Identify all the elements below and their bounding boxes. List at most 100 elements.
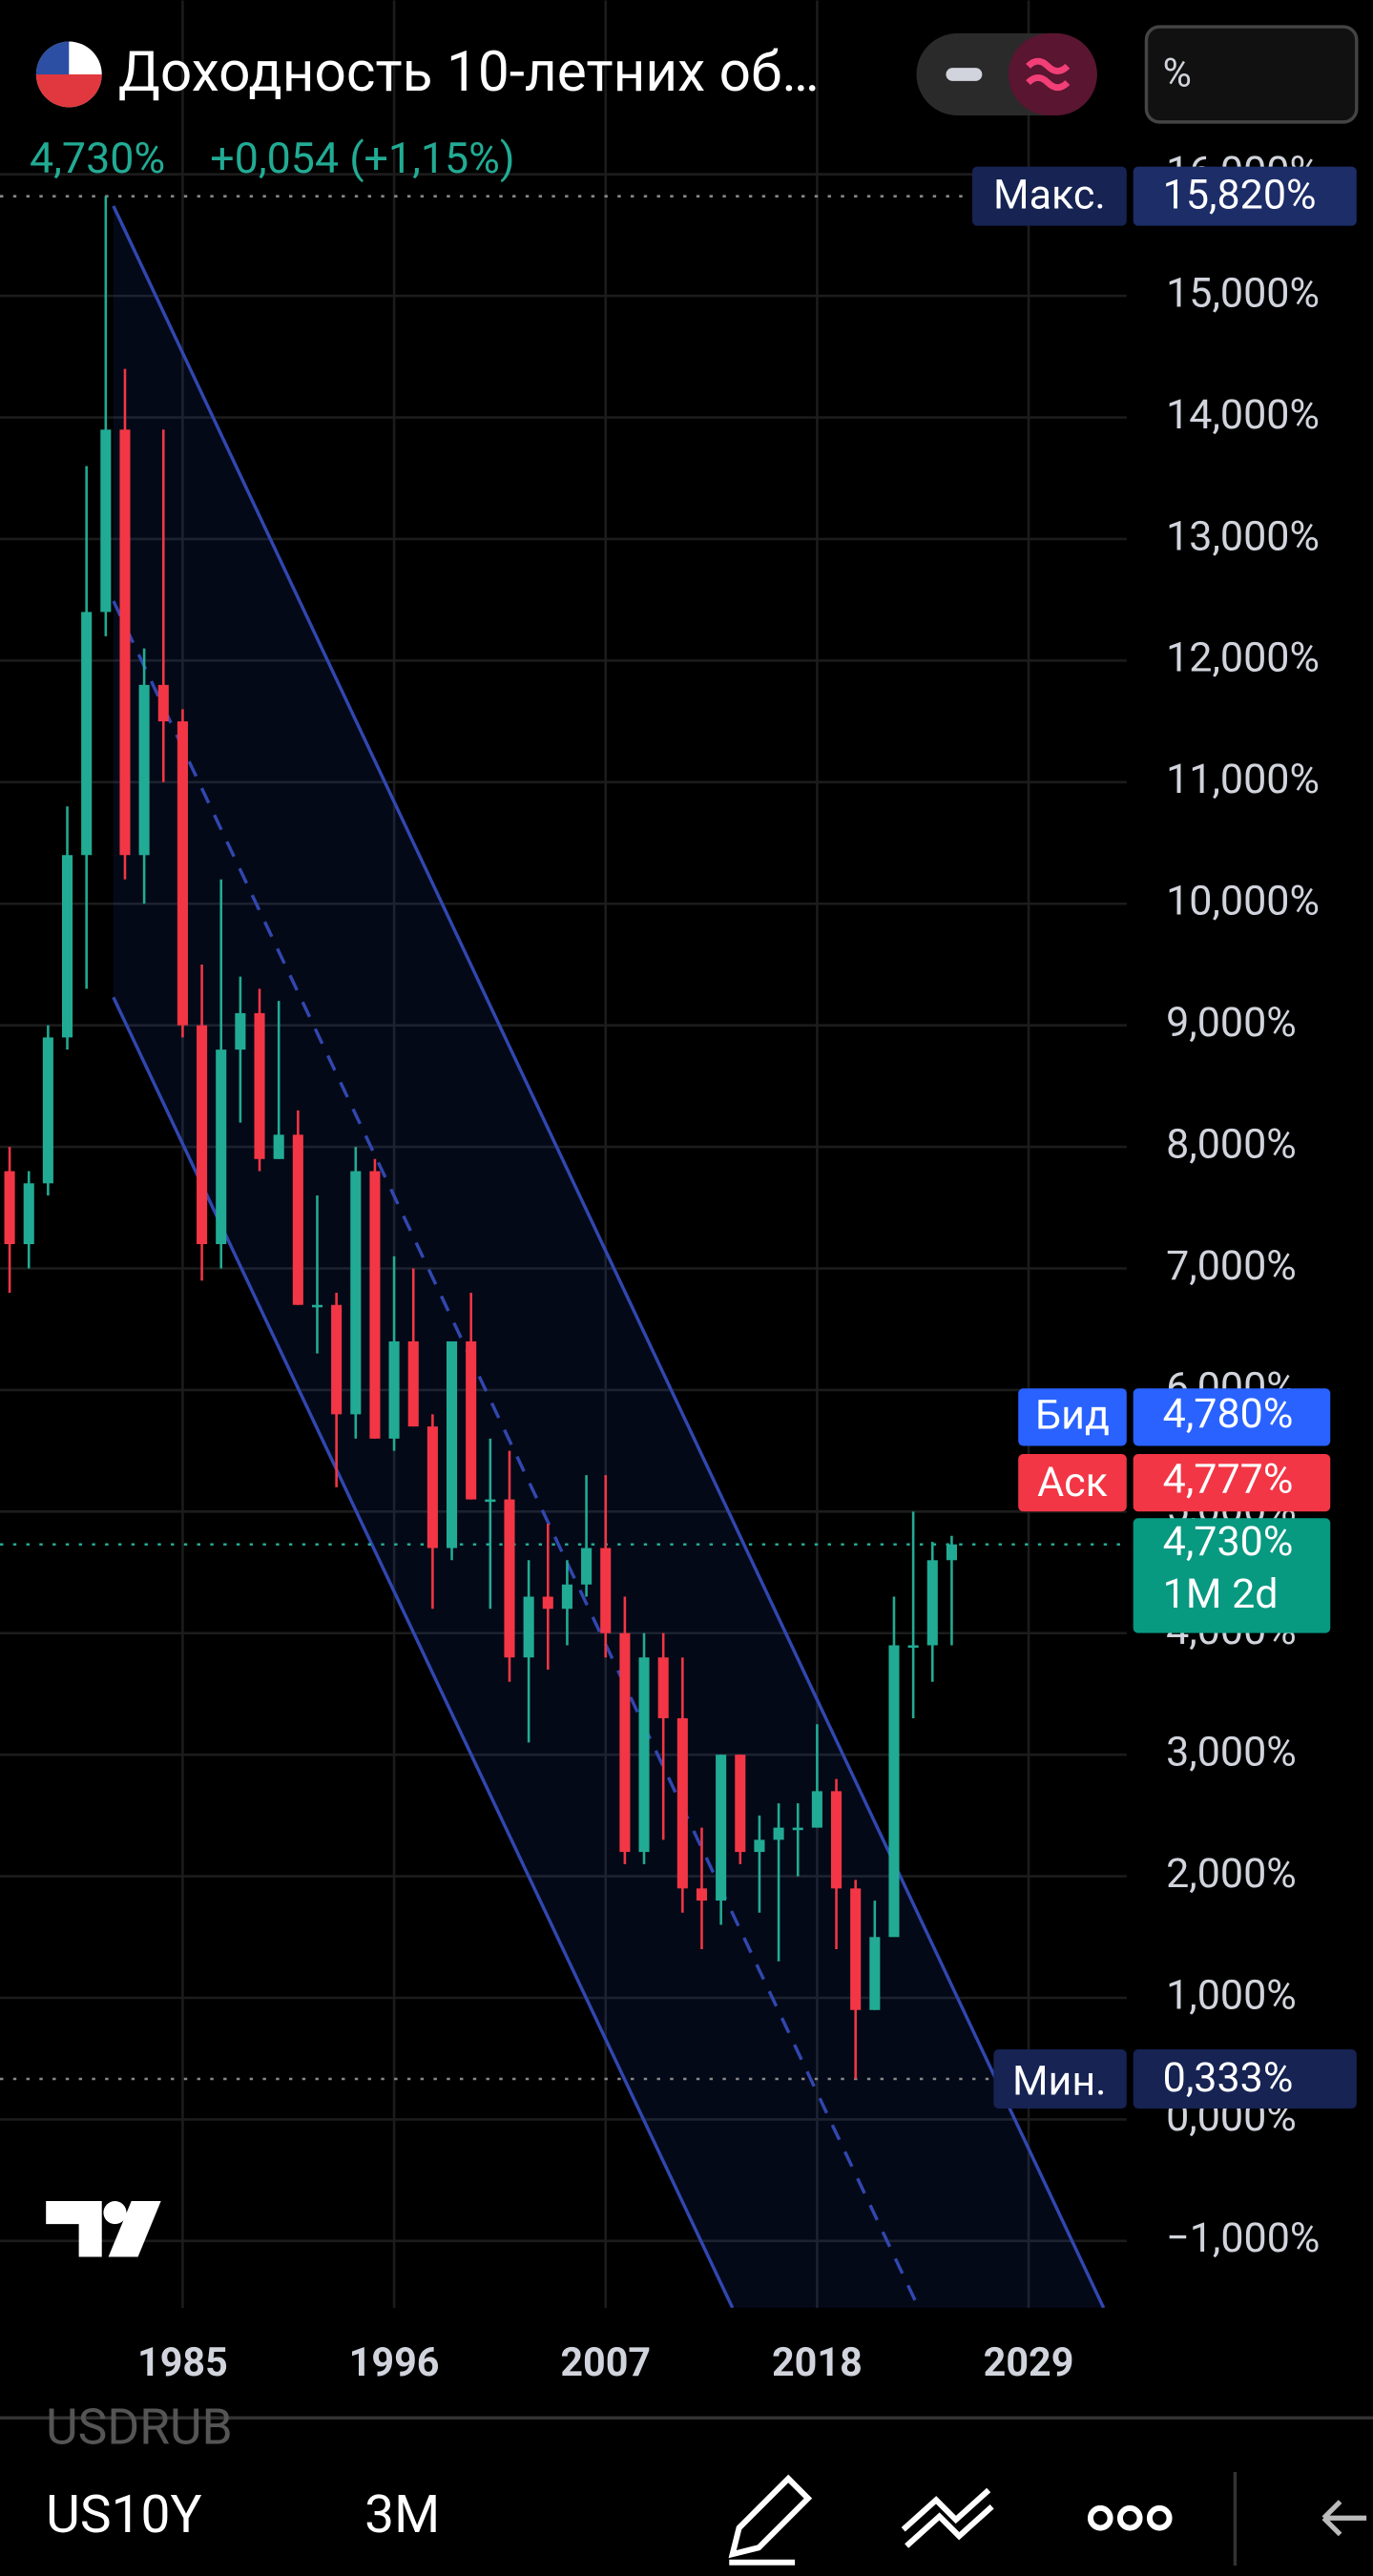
candle-body: [600, 1548, 612, 1633]
candle-body: [311, 1304, 323, 1308]
price-change: +0,054 (+1,15%): [210, 133, 514, 183]
candle-body: [292, 1134, 303, 1305]
ask-label: Аск: [1037, 1458, 1108, 1506]
x-tick-label: 2029: [984, 2340, 1074, 2386]
title: Доходность 10-летних об…: [118, 40, 820, 105]
candle-body: [216, 1049, 227, 1245]
y-tick-label: 7,000%: [1166, 1241, 1297, 1290]
min-value-box: [1133, 2049, 1357, 2109]
candle-body: [850, 1888, 862, 2010]
last-price: 4,730%: [30, 133, 165, 183]
candle-body: [273, 1134, 284, 1159]
bid-value-box: [1133, 1388, 1331, 1446]
candle-body: [869, 1937, 881, 2010]
y-tick-label: 14,000%: [1166, 390, 1320, 439]
candle-body: [504, 1499, 515, 1658]
interval[interactable]: 3M: [364, 2484, 440, 2545]
minus-icon: [946, 68, 983, 81]
approx-icon: [1026, 57, 1071, 92]
logo-part: [103, 2201, 127, 2225]
candle-body: [61, 855, 73, 1038]
min-tag: [993, 2049, 1127, 2109]
grid: [0, 0, 1127, 2308]
channel-upper: [112, 205, 1106, 2308]
candle-body: [735, 1755, 746, 1853]
y-tick-label: 15,000%: [1166, 268, 1320, 317]
y-tick-label: 12,000%: [1166, 634, 1320, 682]
x-tick-label: 2018: [772, 2340, 863, 2386]
candle-body: [696, 1888, 708, 1901]
candle-body: [754, 1839, 765, 1853]
mode-active[interactable]: [1008, 32, 1097, 115]
unit-button[interactable]: [1144, 25, 1359, 124]
candle-body: [446, 1340, 458, 1548]
max-label: Макс.: [993, 171, 1106, 219]
x-tick-label: 2007: [560, 2340, 651, 2386]
back-icon[interactable]: [1321, 2500, 1367, 2537]
price-labels: Макс. 15,820% Мин. 0,333% 4,730%1M 2d Бид 4,78…: [972, 166, 1357, 2109]
more-icon[interactable]: [1146, 2504, 1173, 2531]
candle-body: [254, 1012, 265, 1159]
ask-value-box: [1133, 1454, 1331, 1512]
y-tick-label: −1,000%: [1166, 2213, 1320, 2262]
candle-body: [792, 1827, 803, 1831]
candle-body: [773, 1827, 784, 1840]
ask-value: 4,777%: [1163, 1455, 1294, 1504]
tools-icon[interactable]: [901, 2487, 994, 2548]
y-tick-label: 11,000%: [1166, 755, 1320, 803]
candle-body: [830, 1791, 843, 1889]
candle-body: [466, 1340, 477, 1500]
y-tick-label: 10,000%: [1166, 877, 1320, 925]
logo-part: [108, 2201, 161, 2257]
candle-body: [138, 684, 150, 856]
draw-icon[interactable]: [728, 2474, 813, 2566]
flag-canton: [35, 41, 70, 74]
bid-tag: [1018, 1388, 1127, 1446]
last-box: [1133, 1518, 1331, 1633]
candle-body: [676, 1717, 688, 1889]
candle-body: [23, 1183, 34, 1245]
candle-body: [716, 1755, 727, 1901]
header: Доходность 10-летних об… % 4,730% +0,054…: [30, 25, 1359, 183]
candle-body: [388, 1340, 400, 1439]
candle-body: [331, 1304, 343, 1415]
candle-body: [4, 1171, 15, 1245]
candle-body: [407, 1340, 419, 1427]
more-icon[interactable]: [1116, 2504, 1143, 2531]
x-tick-label: 1985: [137, 2340, 228, 2386]
y-tick-label: 9,000%: [1166, 998, 1297, 1047]
logo-part: [46, 2201, 102, 2257]
candle-body: [542, 1596, 553, 1610]
y-tick-label: 2,000%: [1166, 1849, 1297, 1898]
candle-body: [523, 1596, 534, 1658]
candle-body: [119, 429, 131, 856]
x-tick-label: 1996: [349, 2340, 440, 2386]
y-tick-label: 8,000%: [1166, 1119, 1297, 1168]
min-label: Мин.: [1012, 2057, 1107, 2106]
max-tag: [972, 166, 1127, 226]
candle-body: [657, 1657, 669, 1718]
last-value: 4,730%: [1163, 1517, 1294, 1566]
y-tick-label: 3,000%: [1166, 1728, 1297, 1776]
candle-body: [42, 1037, 53, 1184]
candle-body: [561, 1584, 572, 1610]
candle-body: [811, 1791, 822, 1828]
footer: USDRUB US10Y 3M: [0, 2401, 1373, 2566]
max-value: 15,820%: [1163, 171, 1317, 219]
candle-body: [157, 684, 169, 722]
symbol[interactable]: US10Y: [46, 2484, 201, 2545]
ask-tag: [1018, 1454, 1127, 1512]
bid-label: Бид: [1035, 1391, 1110, 1440]
bid-value: 4,780%: [1163, 1389, 1294, 1438]
candle-body: [485, 1499, 496, 1503]
candle-body: [946, 1544, 957, 1561]
candle-body: [100, 429, 112, 613]
y-tick-label: 1,000%: [1166, 1970, 1297, 2019]
tv-logo: [46, 2201, 161, 2257]
candle-body: [177, 721, 188, 1026]
candle-body: [888, 1645, 900, 1938]
more-icon[interactable]: [1087, 2504, 1113, 2531]
candle-body: [81, 612, 93, 856]
plot-area: [0, 195, 1127, 2308]
